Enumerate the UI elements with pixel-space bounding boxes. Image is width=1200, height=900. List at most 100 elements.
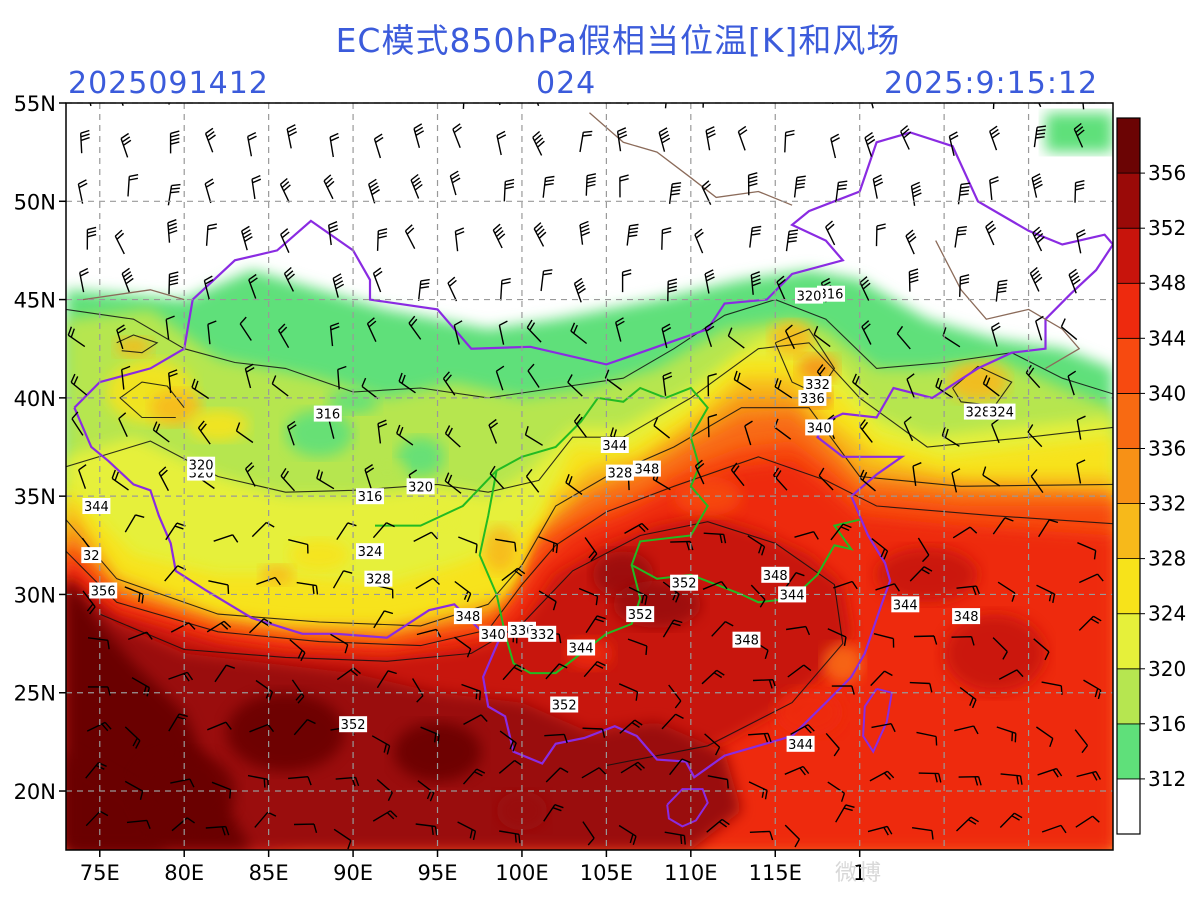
wind-barb [912,462,922,486]
wind-barb [207,721,232,731]
wind-barb [906,373,915,399]
wind-barb [704,269,715,294]
colorbar: 312 316 320 324 328 332 336 340 344 348 352 356 [1116,117,1186,835]
wind-barb [579,130,593,153]
wind-barb [956,103,958,104]
colorbar-label: 356 [1148,161,1186,185]
contour-line [116,334,159,354]
wind-barb [488,418,499,444]
contour-label: 340 [805,419,834,436]
contour-label-box [550,696,579,713]
contour-label-box [479,625,508,642]
wind-barb [996,726,1017,743]
wind-barb [538,536,559,554]
wind-barb [954,226,967,248]
colorbar-swatch [1116,503,1141,559]
wind-barb [581,767,607,779]
wind-barb [168,369,178,394]
wind-barb [538,590,557,611]
wind-barb [859,419,873,443]
colorbar-swatch [1116,668,1141,725]
wind-barb [211,781,232,799]
colorbar-swatch [1116,337,1141,394]
wind-barb [864,132,876,157]
colorbar-swatch [1116,282,1141,339]
colorbar-label: 340 [1148,381,1186,405]
contour-label-text: 348 [634,463,659,478]
wind-barb [750,584,766,608]
wind-barb [875,223,886,247]
contour-label-text: 332 [530,628,555,643]
lon-tick-label: 115E [749,861,802,885]
wind-barb [461,683,482,701]
wind-barb [204,178,215,204]
wind-barb [277,323,290,349]
colorbar-label: 348 [1148,271,1186,295]
wind-barb [951,468,961,493]
wind-barb [169,130,180,154]
colorbar-label: 352 [1148,216,1186,240]
colorbar-label: 328 [1148,547,1186,571]
wind-barb [626,103,629,105]
wind-barb [661,713,684,730]
contour-label-box [805,419,834,436]
contour-label: 328 [364,570,393,588]
contour-label: 352 [626,606,655,623]
contour-line [66,299,1113,399]
wind-barb [279,177,291,203]
chart-title: EC模式850hPa假相当位温[K]和风场 [335,21,901,60]
contour-label-box [313,405,342,422]
wind-barb [1078,615,1102,631]
wind-barb [664,831,686,845]
contour-label-box [406,478,435,495]
wind-barb [533,222,547,247]
wind-barb [415,577,440,590]
contour-label-text: 348 [954,610,979,625]
wind-barb [536,103,540,107]
wind-barb [323,174,335,200]
wind-barb [604,369,623,391]
valid-time: 2025:9:15:12 [884,66,1099,101]
wind-barb [495,538,517,552]
wind-barb [579,220,590,245]
wind-barb [235,422,254,444]
wind-barb [959,274,970,297]
contour-label-box [803,376,832,393]
wind-barb [900,125,912,150]
wind-barb [288,539,309,554]
wind-barb [618,683,639,701]
wind-barb [417,278,430,301]
wind-barb [457,821,477,841]
wind-barb [707,775,729,789]
wind-barb [496,130,507,156]
contour-label-text: 344 [84,500,109,515]
wind-barb [831,685,855,695]
wind-barb [449,170,461,196]
wind-barb [328,75,337,98]
foreign-boundary [589,112,793,206]
wind-barb [618,824,637,846]
wind-barb [784,78,793,101]
theta-e-band [66,751,168,850]
wind-barb [373,610,394,629]
wind-barb [70,373,88,396]
wind-barb [543,804,564,822]
colorbar-swatch [1116,392,1141,449]
foreign-boundary [82,289,185,301]
wind-barb [371,735,391,755]
wind-barb [197,420,211,445]
wind-barb [286,420,297,446]
wind-barb [1032,226,1045,252]
watermark: 微博 [835,861,884,886]
contour-label: 344 [600,437,629,454]
lon-tick-label: 90E [333,861,373,885]
contour-label-text: 328 [366,573,391,588]
wind-barb [373,133,384,159]
contour-label-text: 320 [189,459,214,474]
wind-barb [532,130,545,156]
wind-barb [911,827,934,840]
wind-barb [661,323,672,349]
colorbar-swatch [1116,227,1141,284]
wind-barb [830,523,852,541]
